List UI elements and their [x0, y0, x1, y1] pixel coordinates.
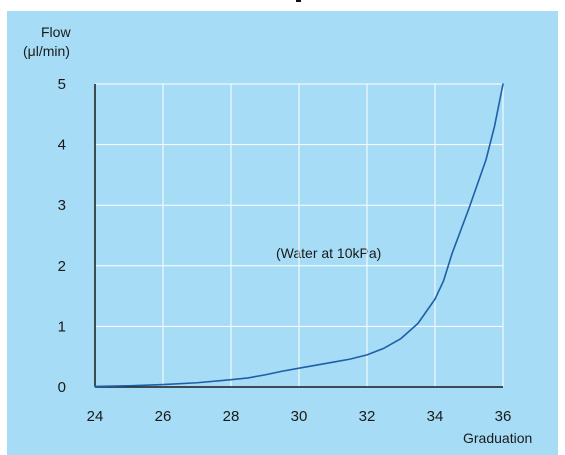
y-tick-label-3: 3: [58, 197, 66, 214]
y-tick-label-2: 2: [58, 258, 66, 275]
chart-annotation: (Water at 10kPa): [276, 245, 382, 261]
x-tick-label-32: 32: [359, 408, 376, 425]
y-tick-label-1: 1: [58, 318, 66, 335]
y-tick-label-5: 5: [58, 76, 66, 93]
chart-panel: [7, 11, 558, 455]
y-axis-label-line-1: Flow: [41, 24, 71, 40]
x-tick-label-26: 26: [155, 408, 172, 425]
flow-curve-0: [94, 83, 504, 388]
y-axis-label-line-2: (μl/min): [23, 43, 70, 59]
y-tick-label-0: 0: [58, 379, 66, 396]
cropped-title-glyphs: [296, 0, 301, 2]
x-tick-label-24: 24: [87, 408, 104, 425]
series-layer: [94, 83, 504, 388]
cropped-title-fragment: [244, 0, 354, 11]
y-tick-label-4: 4: [58, 137, 66, 154]
x-tick-label-36: 36: [495, 408, 512, 425]
x-tick-label-34: 34: [427, 408, 444, 425]
x-tick-label-30: 30: [291, 408, 308, 425]
x-tick-label-28: 28: [223, 408, 240, 425]
axis-layer: [94, 84, 503, 388]
grid-layer: [95, 83, 504, 387]
x-axis-label: Graduation: [463, 430, 533, 446]
cropped-title-shape: [296, 0, 301, 2]
